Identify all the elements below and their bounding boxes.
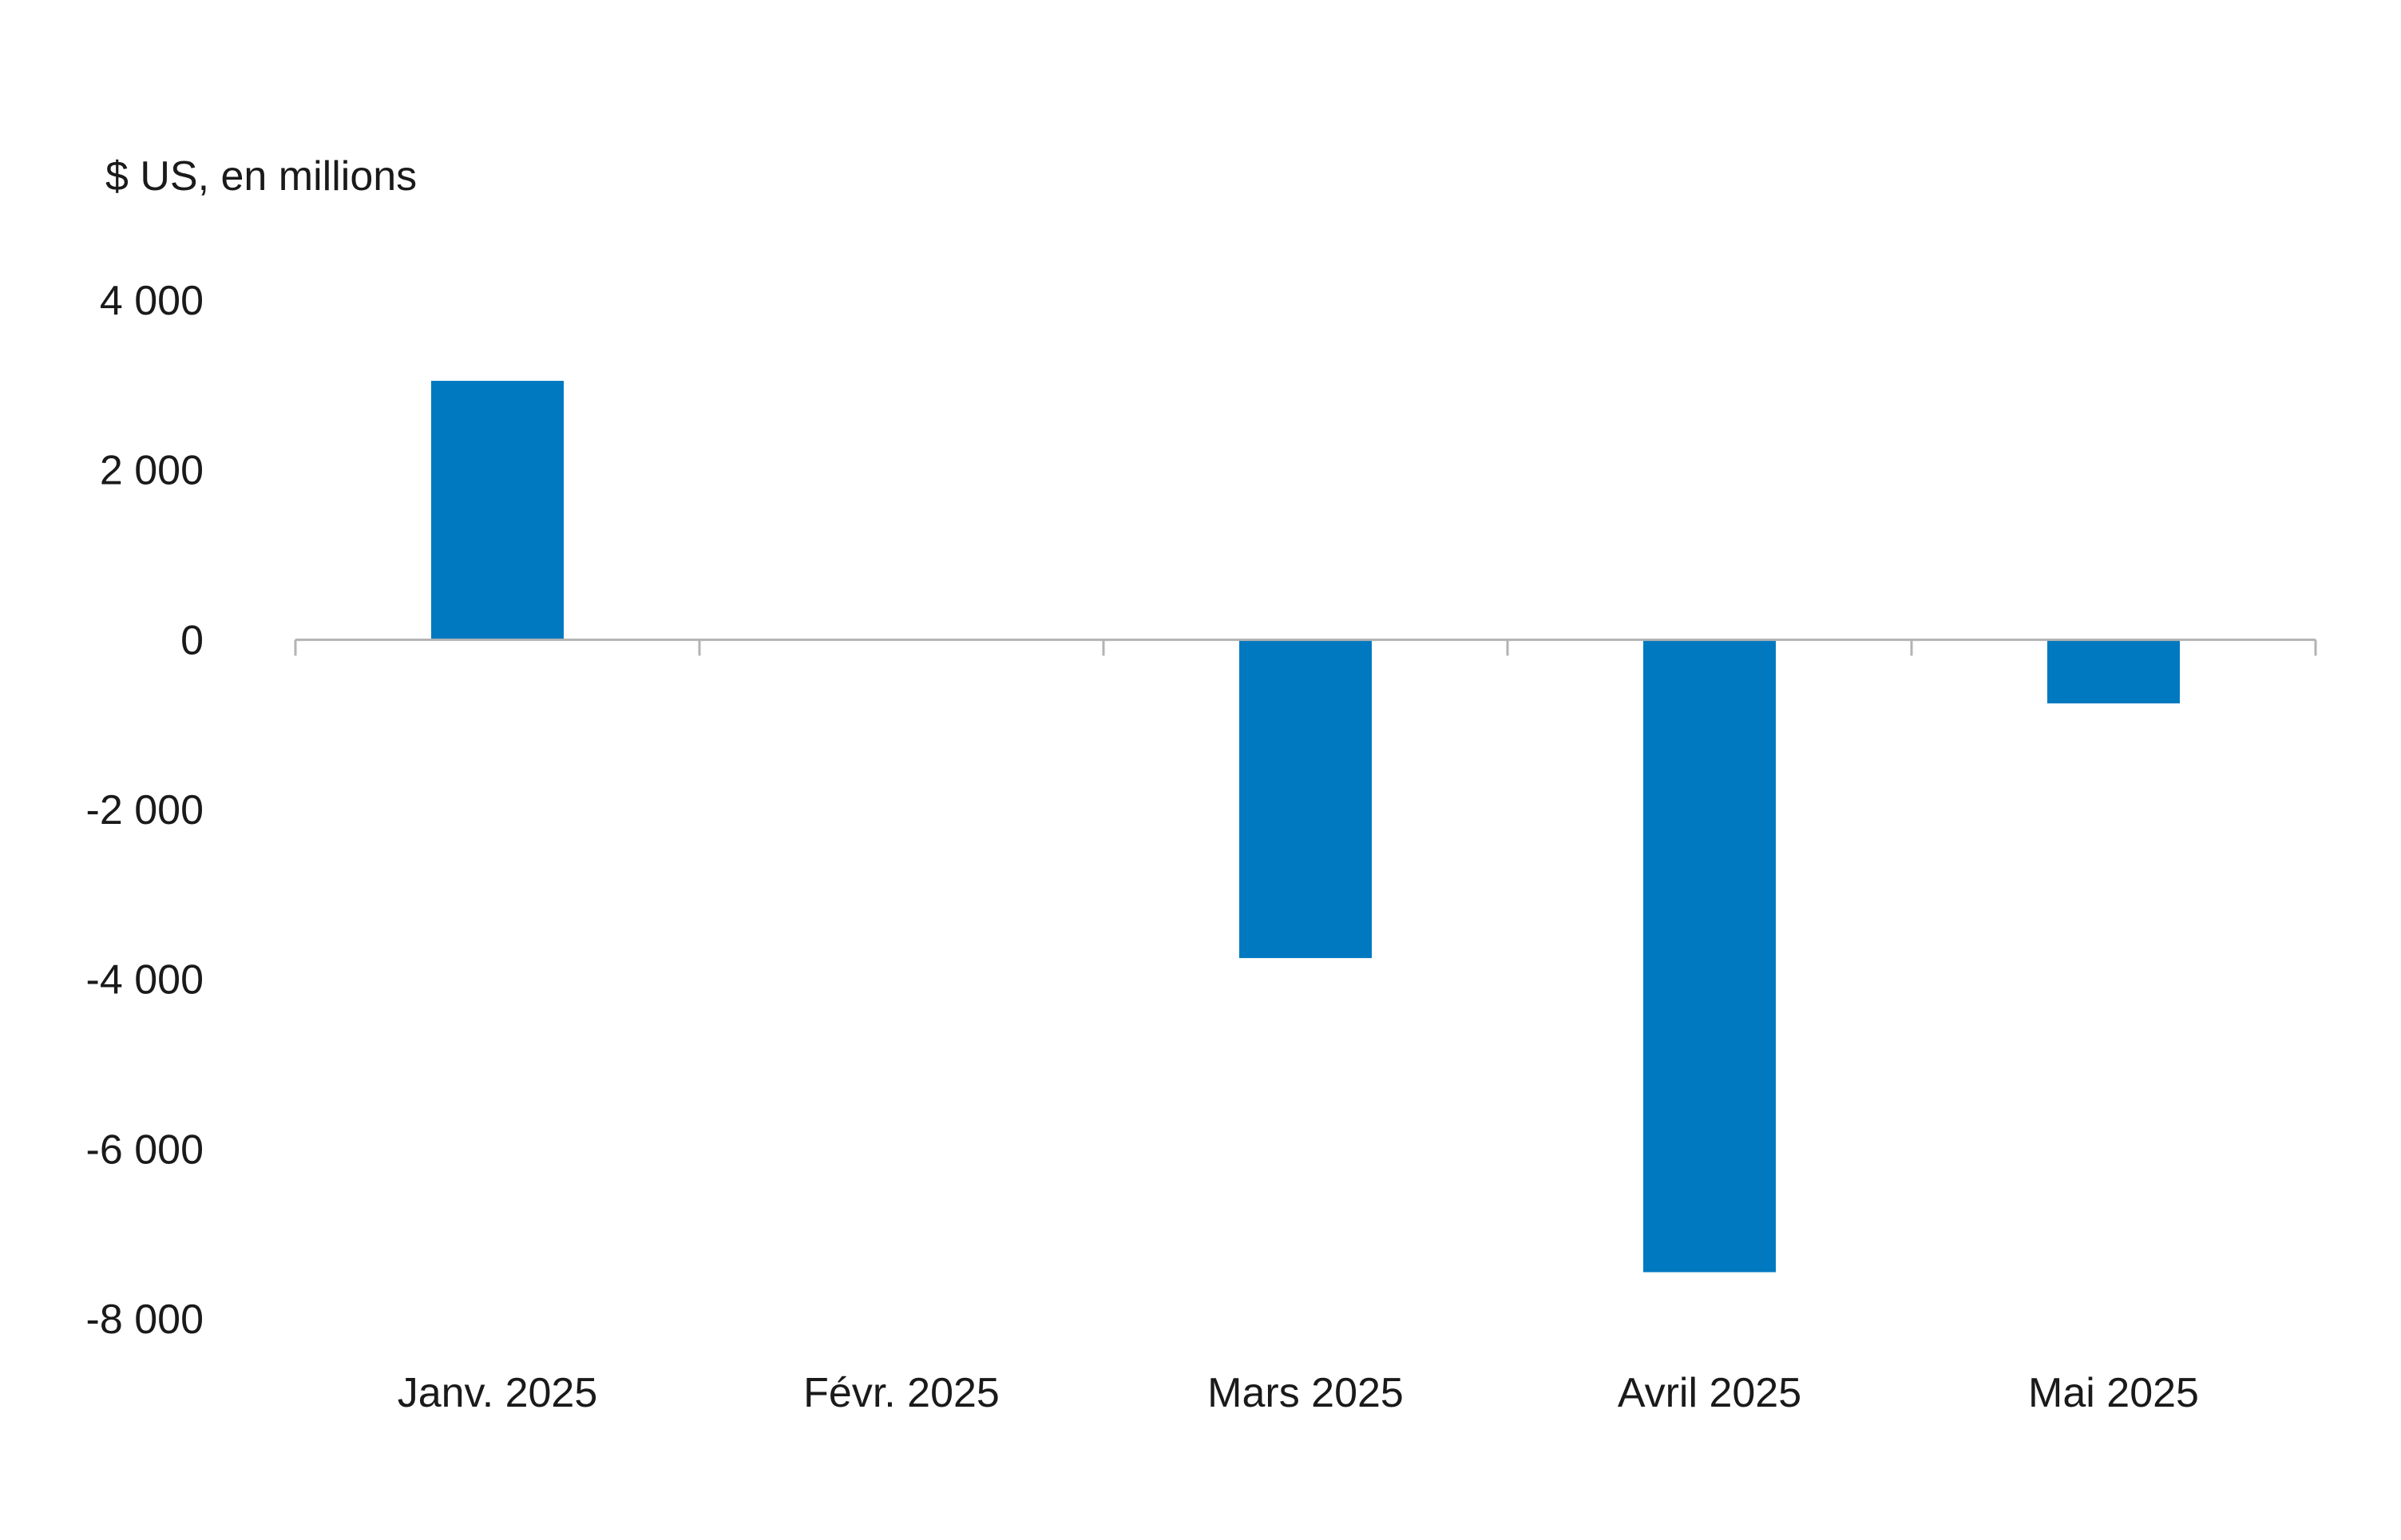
x-tick-label: Févr. 2025 (803, 1370, 1000, 1416)
y-tick-label: -8 000 (86, 1297, 204, 1343)
x-tick-label: Mai 2025 (2028, 1370, 2199, 1416)
y-tick-label: 2 000 (100, 448, 204, 494)
y-tick-label: -6 000 (86, 1126, 204, 1173)
x-tick-label: Mars 2025 (1207, 1370, 1404, 1416)
x-axis (294, 638, 2317, 656)
y-tick-labels: 4 000 2 000 0 -2 000 -4 000 -6 000 -8 000 (86, 278, 204, 1343)
y-tick-label: -4 000 (86, 957, 204, 1004)
y-tick-label: 4 000 (100, 278, 204, 324)
x-tick-label: Avril 2025 (1618, 1370, 1801, 1416)
y-tick-label: 0 (180, 617, 204, 663)
y-tick-label: -2 000 (86, 787, 204, 833)
bars (431, 381, 2180, 1273)
bar (431, 381, 564, 640)
bar (1239, 639, 1372, 959)
y-axis-unit-label: $ US, en millions (105, 153, 417, 200)
x-tick-labels: Janv. 2025 Févr. 2025 Mars 2025 Avril 2025 M… (398, 1370, 2199, 1416)
bar (1643, 639, 1776, 1273)
x-tick-label: Janv. 2025 (398, 1370, 598, 1416)
bar (2047, 639, 2180, 704)
